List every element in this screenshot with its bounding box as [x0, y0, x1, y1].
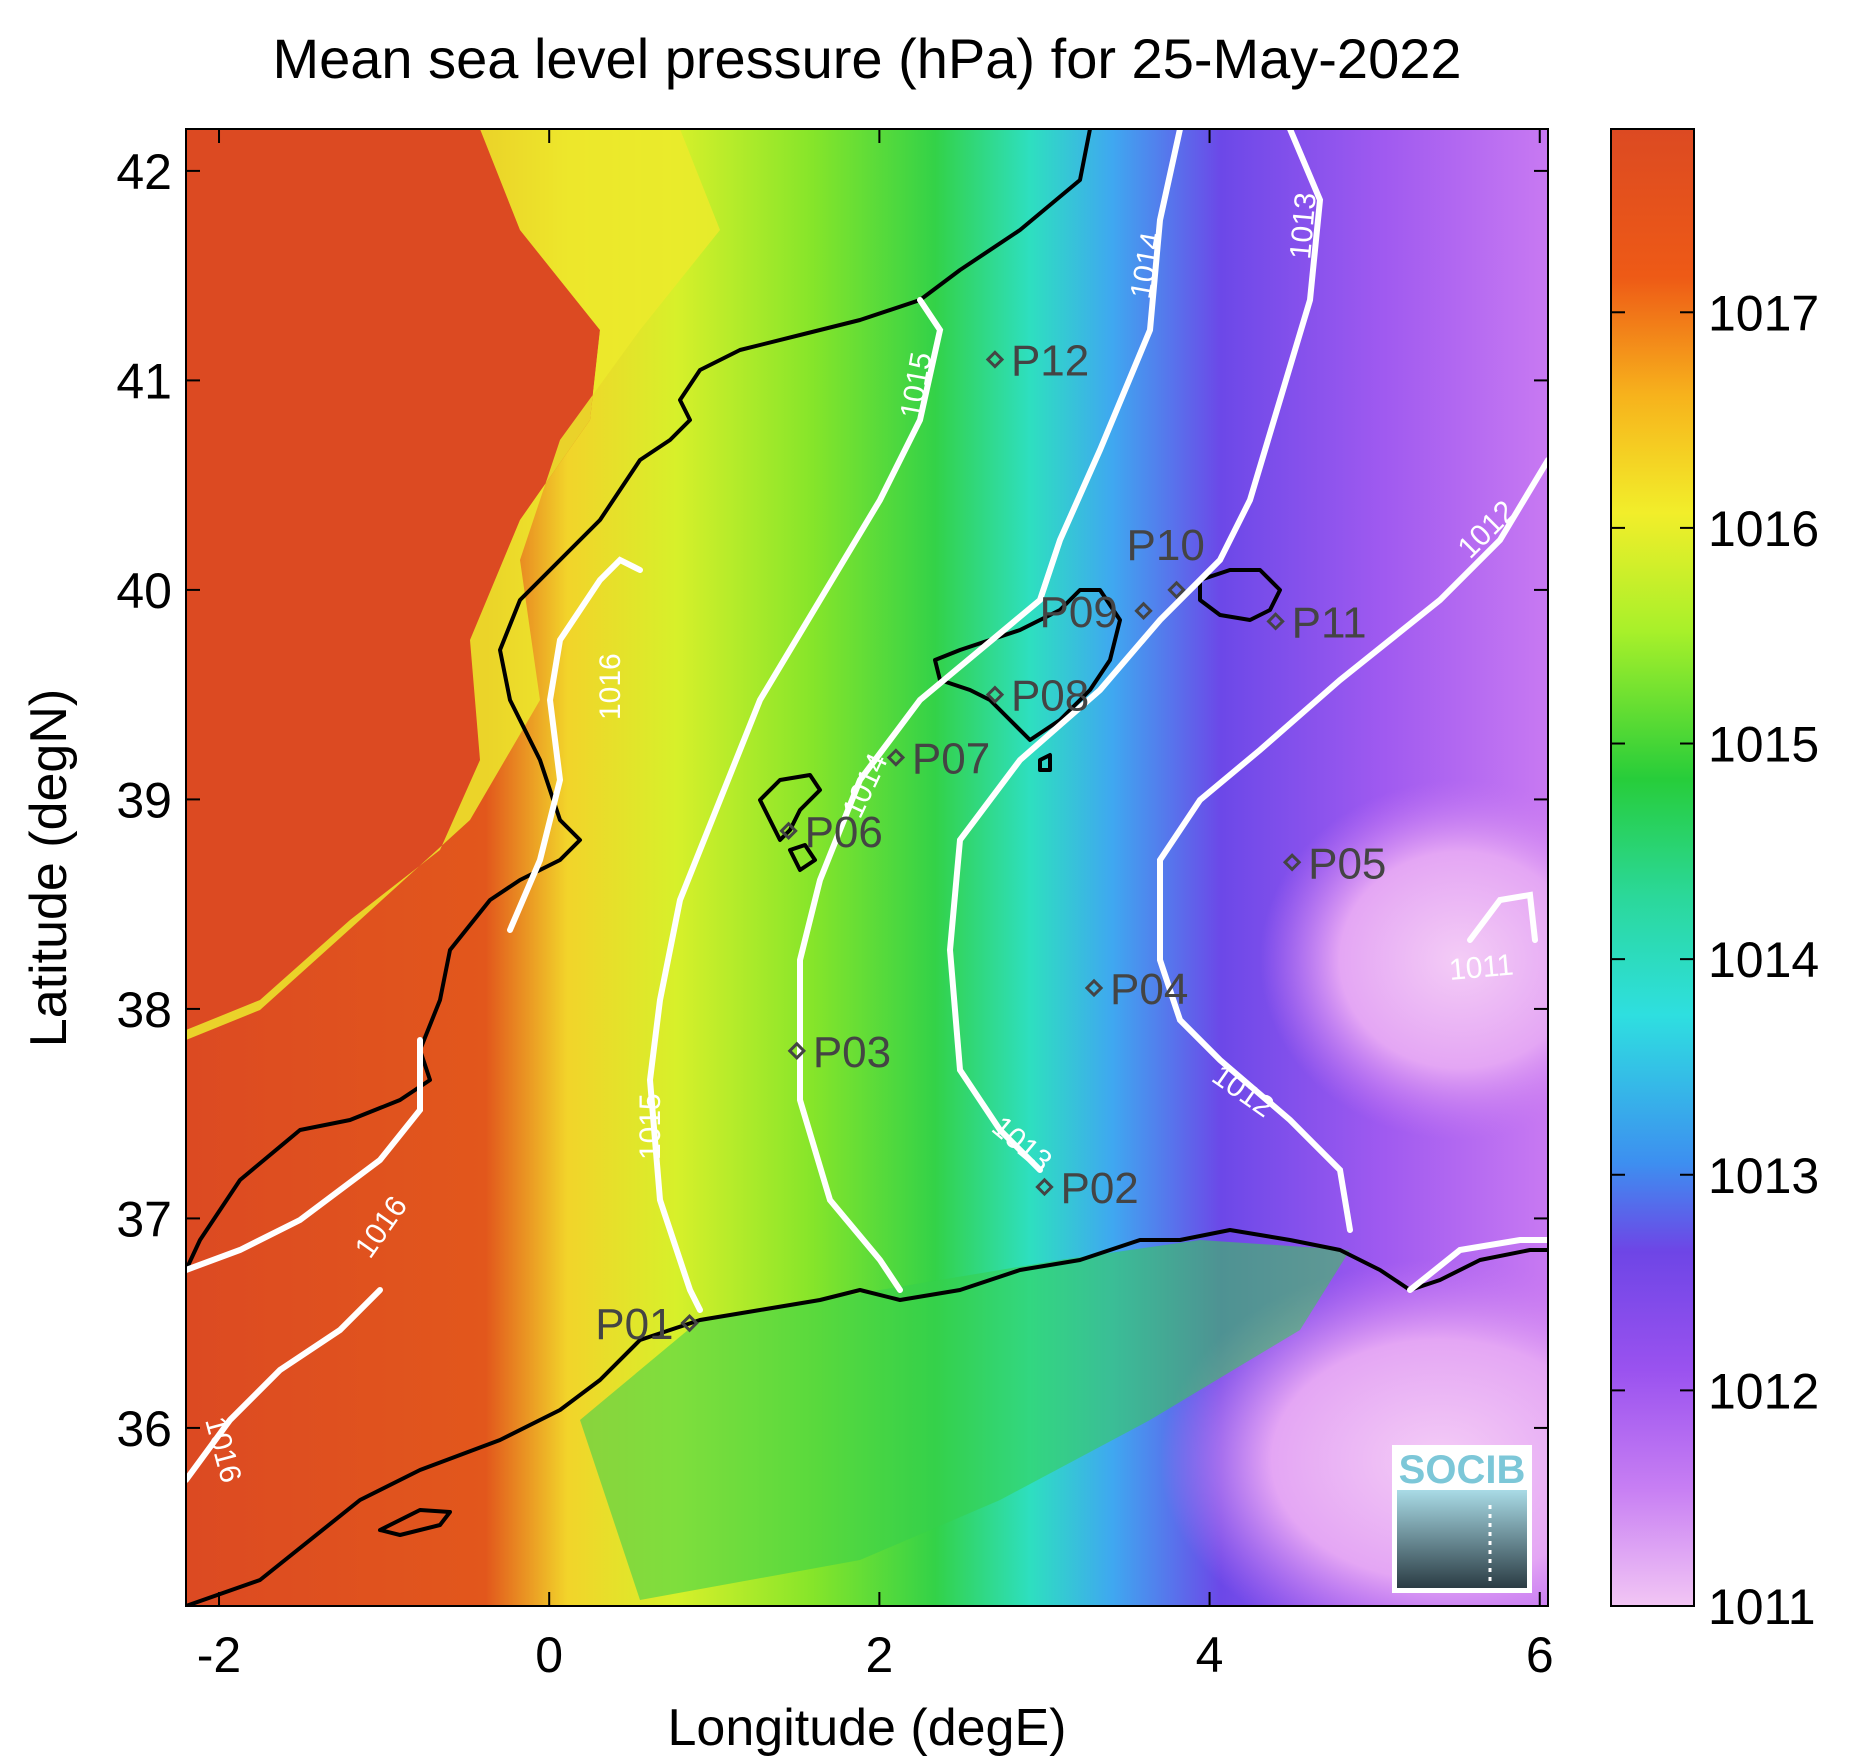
island-ibiza — [758, 773, 822, 842]
station-marker — [680, 1313, 699, 1333]
isobar-1013 — [946, 129, 1324, 1173]
high-pressure-region — [186, 129, 600, 1030]
station-marker — [886, 748, 906, 767]
isobar-1012-sw — [1407, 1237, 1548, 1293]
x-tick-label: 6 — [1526, 1627, 1554, 1683]
south-land-region — [580, 1240, 1350, 1600]
y-tick-label: 41 — [116, 353, 172, 409]
y-tick-label: 40 — [116, 563, 172, 619]
isobar-label-1011: 1011 — [1448, 948, 1515, 986]
colorbar-tick-label: 1016 — [1708, 501, 1819, 557]
isobar-1014 — [797, 129, 1183, 1293]
station-marker — [1167, 580, 1186, 600]
isobars — [186, 129, 1548, 1483]
chart-title: Mean sea level pressure (hPa) for 25-May… — [272, 27, 1461, 90]
map-plot-area: 1016 1016 1016 1015 1015 1014 1014 1013 … — [186, 129, 1548, 1606]
y-tick-label: 37 — [116, 1191, 172, 1247]
low-pressure-region-east — [1260, 780, 1548, 1140]
station-label: P04 — [1110, 965, 1188, 1014]
station-label: P01 — [595, 1300, 673, 1349]
colorbar-tick-label: 1013 — [1708, 1148, 1819, 1204]
x-tick-label: -2 — [197, 1627, 241, 1683]
isobar-label-1015-b: 1015 — [634, 1093, 667, 1160]
colorbar-tick-label: 1011 — [1708, 1579, 1816, 1635]
station-marker — [985, 350, 1005, 369]
station-marker — [779, 821, 798, 841]
island-cabrera — [1038, 753, 1052, 772]
station-marker — [1084, 978, 1104, 998]
station-label: P09 — [1040, 588, 1118, 637]
island-mallorca — [933, 588, 1122, 742]
coastline-iberia-east — [186, 129, 1092, 1271]
plot-frame — [185, 128, 1549, 1607]
coastlines — [186, 129, 1548, 1606]
station-marker — [1282, 853, 1302, 872]
upper-yellow-band — [186, 129, 720, 1040]
y-axis-ticks: 36 37 38 39 40 41 42 — [116, 144, 1548, 1457]
colorbar-tick-label: 1012 — [1708, 1363, 1819, 1419]
station-marker — [1134, 601, 1153, 621]
station-label: P11 — [1292, 598, 1367, 647]
isobar-label-1016-a: 1016 — [594, 653, 627, 720]
colorbar-ticks: 1011 1012 1013 1014 1015 1016 1017 — [1611, 285, 1819, 1635]
station-label: P10 — [1127, 521, 1205, 570]
station-marker — [1035, 1177, 1054, 1197]
socib-logo-text: SOCIB — [1399, 1448, 1526, 1492]
station-marker — [1266, 612, 1285, 631]
coastline-north-africa — [186, 1228, 1548, 1606]
x-axis-ticks: -2 0 2 4 6 — [197, 129, 1554, 1683]
socib-logo: SOCIB — [1392, 1445, 1532, 1593]
colorbar: 1011 1012 1013 1014 1015 1016 1017 — [1610, 128, 1819, 1635]
isobar-1016-sw — [186, 1287, 383, 1483]
y-tick-label: 36 — [116, 1401, 172, 1457]
station-label: P07 — [912, 735, 990, 784]
island-menorca — [1198, 568, 1282, 622]
y-tick-label: 42 — [116, 144, 172, 200]
station-label: P05 — [1308, 839, 1386, 888]
y-tick-label: 39 — [116, 772, 172, 828]
colorbar-bar — [1610, 128, 1695, 1607]
x-axis-label: Longitude (degE) — [668, 1699, 1067, 1757]
isobar-1011 — [1467, 891, 1538, 943]
colorbar-tick-label: 1017 — [1708, 285, 1819, 341]
isobar-label-1013-a: 1013 — [1284, 191, 1323, 260]
island-alboran — [378, 1508, 452, 1537]
x-tick-label: 4 — [1196, 1627, 1224, 1683]
isobar-1016-north — [507, 556, 643, 933]
station-label: P08 — [1011, 672, 1089, 721]
station-label: P12 — [1011, 336, 1089, 385]
station-label: P03 — [813, 1028, 891, 1077]
y-axis-label: Latitude (degN) — [20, 689, 78, 1047]
station-marker — [985, 685, 1005, 704]
isobar-1012 — [1157, 457, 1548, 1233]
x-tick-label: 0 — [535, 1627, 563, 1683]
station-label: P06 — [805, 808, 883, 857]
isobar-1016-south — [186, 1037, 423, 1273]
isobar-1015 — [646, 297, 944, 1313]
x-tick-label: 2 — [865, 1627, 893, 1683]
y-tick-label: 38 — [116, 982, 172, 1038]
station-marker — [787, 1041, 807, 1061]
colorbar-tick-label: 1015 — [1708, 717, 1819, 773]
island-formentera — [788, 843, 817, 872]
colorbar-tick-label: 1014 — [1708, 932, 1819, 988]
station-label: P02 — [1060, 1164, 1138, 1213]
